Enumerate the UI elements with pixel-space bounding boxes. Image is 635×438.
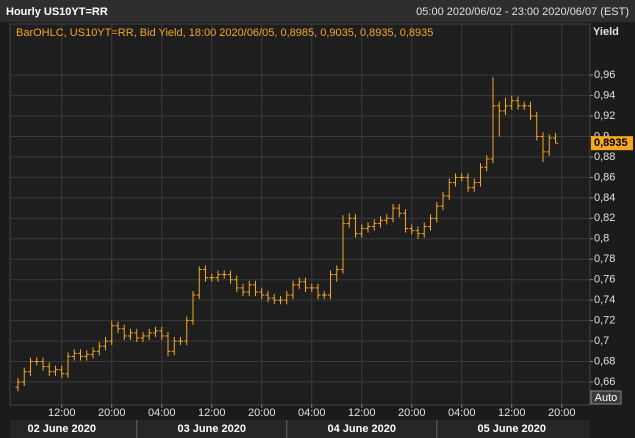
x-tick-label: 20:00	[248, 407, 276, 419]
date-label: 02 June 2020	[28, 423, 97, 435]
x-tick-label: 04:00	[148, 407, 176, 419]
y-tick-label: 0,94	[594, 90, 615, 102]
y-tick-label: 0,7	[594, 335, 609, 347]
x-tick-label: 12:00	[198, 407, 226, 419]
x-tick-label: 12:00	[348, 407, 376, 419]
date-label: 03 June 2020	[178, 423, 247, 435]
auto-button[interactable]	[590, 390, 622, 405]
x-tick-label: 12:00	[48, 407, 76, 419]
date-band	[10, 420, 590, 438]
y-tick-label: 0,66	[594, 376, 615, 388]
x-tick-label: 04:00	[448, 407, 476, 419]
y-tick-label: 0,68	[594, 355, 615, 367]
y-tick-label: 0,88	[594, 151, 615, 163]
date-label: 05 June 2020	[478, 423, 547, 435]
date-label: 04 June 2020	[328, 423, 397, 435]
y-tick-label: 0,92	[594, 110, 615, 122]
chart-subtitle: BarOHLC, US10YT=RR, Bid Yield, 18:00 202…	[16, 27, 433, 39]
plot-area	[9, 23, 591, 406]
price-tag-label: 0,8935	[594, 137, 628, 149]
y-tick-label: 0,74	[594, 294, 615, 306]
y-tick-label: 0,84	[594, 192, 615, 204]
x-tick-label: 04:00	[298, 407, 326, 419]
header-range: 05:00 2020/06/02 - 23:00 2020/06/07 (EST…	[416, 6, 629, 18]
header-bar	[0, 0, 635, 22]
y-tick-label: 0,96	[594, 69, 615, 81]
y-tick-label: 0,76	[594, 274, 615, 286]
x-tick-label: 20:00	[398, 407, 426, 419]
y-axis-label: Yield	[593, 26, 619, 38]
auto-button-label[interactable]: Auto	[595, 392, 618, 404]
y-tick-label: 0,86	[594, 171, 615, 183]
x-axis-band	[10, 406, 590, 420]
price-tag	[591, 136, 633, 151]
header-title: Hourly US10YT=RR	[6, 6, 108, 18]
y-tick-label: 0,82	[594, 212, 615, 224]
y-tick-label: 0,72	[594, 315, 615, 327]
y-tick-label: 0,8	[594, 233, 609, 245]
x-tick-label: 12:00	[498, 407, 526, 419]
x-tick-label: 20:00	[548, 407, 576, 419]
x-tick-label: 20:00	[98, 407, 126, 419]
y-tick-label: 0,78	[594, 253, 615, 265]
